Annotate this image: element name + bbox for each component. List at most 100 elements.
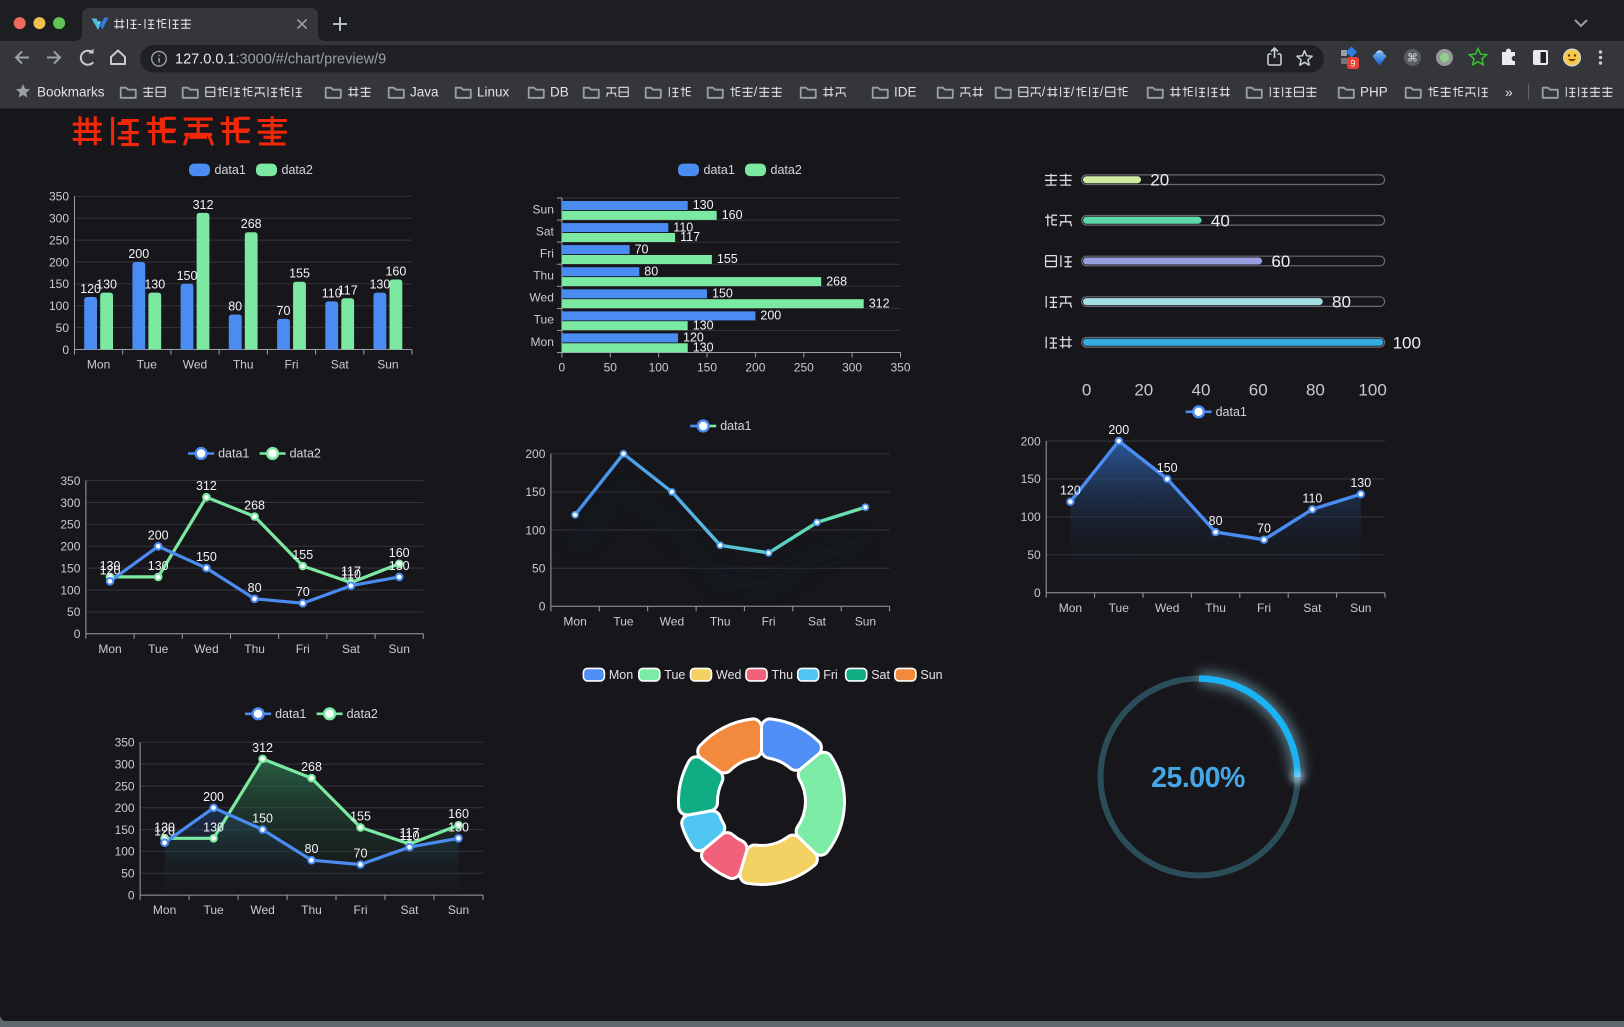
svg-text:120: 120: [80, 282, 101, 296]
svg-text:80: 80: [305, 842, 319, 856]
svg-text:data2: data2: [771, 163, 802, 177]
svg-text:100: 100: [1358, 380, 1386, 399]
svg-text:200: 200: [49, 255, 69, 269]
svg-text:70: 70: [354, 847, 368, 861]
svg-text:Wed: Wed: [660, 614, 684, 628]
svg-text:Sun: Sun: [855, 614, 876, 628]
svg-text:268: 268: [241, 217, 262, 231]
svg-text:data1: data1: [1216, 405, 1247, 419]
svg-text:PHP: PHP: [1360, 85, 1388, 100]
svg-text:0: 0: [74, 627, 81, 641]
svg-text:40: 40: [1211, 211, 1230, 230]
svg-text:50: 50: [1027, 548, 1041, 562]
svg-text:350: 350: [49, 190, 69, 204]
svg-text:100: 100: [49, 299, 69, 313]
svg-text:160: 160: [385, 265, 406, 279]
svg-text:350: 350: [890, 361, 910, 375]
svg-text:Mon: Mon: [87, 358, 110, 372]
svg-text:150: 150: [1021, 472, 1041, 486]
svg-text:100: 100: [649, 361, 669, 375]
svg-text:Mon: Mon: [609, 668, 633, 682]
svg-text:130: 130: [96, 278, 117, 292]
svg-text:Sun: Sun: [1350, 601, 1371, 615]
svg-text:70: 70: [1257, 522, 1271, 536]
svg-text:Mon: Mon: [531, 335, 554, 349]
svg-text:120: 120: [154, 825, 175, 839]
svg-text:250: 250: [794, 361, 814, 375]
svg-text:350: 350: [115, 736, 135, 750]
svg-text:Tue: Tue: [1109, 601, 1130, 615]
svg-text:Mon: Mon: [98, 642, 121, 656]
svg-text:Thu: Thu: [533, 269, 554, 283]
svg-text:130: 130: [100, 559, 121, 573]
svg-text:100: 100: [115, 845, 135, 859]
svg-text:IDE: IDE: [894, 85, 917, 100]
svg-text:250: 250: [49, 233, 69, 247]
svg-text:/: /: [1100, 85, 1104, 99]
svg-text:Wed: Wed: [183, 358, 207, 372]
svg-text:9: 9: [1350, 59, 1355, 69]
svg-text:200: 200: [203, 790, 224, 804]
svg-text:312: 312: [193, 198, 214, 212]
svg-text:155: 155: [350, 809, 371, 823]
svg-text:350: 350: [60, 474, 80, 488]
svg-text:150: 150: [177, 269, 198, 283]
svg-text:Thu: Thu: [301, 903, 322, 917]
svg-text:Sun: Sun: [448, 903, 469, 917]
svg-text:Fri: Fri: [823, 668, 838, 682]
svg-text:130: 130: [369, 278, 390, 292]
svg-text:155: 155: [289, 267, 310, 281]
svg-text:268: 268: [244, 499, 265, 513]
svg-text:110: 110: [1302, 491, 1322, 505]
svg-text:130: 130: [693, 198, 714, 212]
svg-text:60: 60: [1271, 252, 1290, 271]
svg-text:Thu: Thu: [1205, 601, 1226, 615]
svg-text:200: 200: [1108, 423, 1129, 437]
svg-text:60: 60: [1249, 380, 1268, 399]
svg-text:150: 150: [60, 561, 80, 575]
svg-text:300: 300: [49, 212, 69, 226]
svg-text:50: 50: [56, 321, 70, 335]
svg-text:Fri: Fri: [762, 614, 776, 628]
svg-text:Tue: Tue: [203, 903, 224, 917]
svg-text:312: 312: [252, 741, 273, 755]
svg-text:120: 120: [683, 331, 704, 345]
svg-text:Linux: Linux: [477, 85, 510, 100]
svg-text:50: 50: [121, 867, 135, 881]
svg-text:0: 0: [62, 343, 69, 357]
svg-text:25.00%: 25.00%: [1151, 762, 1245, 794]
svg-text:Fri: Fri: [540, 247, 554, 261]
svg-text:80: 80: [644, 264, 658, 278]
svg-text:/: /: [1071, 85, 1075, 99]
svg-text:150: 150: [712, 287, 733, 301]
svg-text:150: 150: [525, 485, 545, 499]
svg-text:Sat: Sat: [1303, 601, 1322, 615]
svg-text:data1: data1: [275, 707, 306, 721]
svg-text:130: 130: [154, 820, 175, 834]
svg-text:130: 130: [1350, 476, 1371, 490]
svg-text:Sun: Sun: [920, 668, 942, 682]
svg-text:150: 150: [115, 823, 135, 837]
svg-text:70: 70: [635, 242, 649, 256]
svg-text:/: /: [754, 85, 758, 99]
svg-text:0: 0: [1082, 380, 1091, 399]
svg-text:70: 70: [277, 304, 291, 318]
svg-text:300: 300: [115, 757, 135, 771]
svg-text:312: 312: [196, 479, 217, 493]
svg-text:Wed: Wed: [529, 291, 553, 305]
svg-text:300: 300: [842, 361, 862, 375]
svg-text:Sat: Sat: [342, 642, 361, 656]
svg-text:Sat: Sat: [808, 614, 827, 628]
svg-text:Fri: Fri: [296, 642, 310, 656]
svg-text:117: 117: [341, 565, 361, 579]
svg-text:200: 200: [1021, 434, 1041, 448]
svg-text:⌘: ⌘: [1407, 53, 1418, 65]
svg-text:155: 155: [292, 548, 313, 562]
svg-text:80: 80: [228, 300, 242, 314]
svg-text:250: 250: [115, 779, 135, 793]
svg-text:100: 100: [1393, 333, 1421, 352]
svg-text:-: -: [138, 17, 142, 31]
svg-text:Fri: Fri: [354, 903, 368, 917]
svg-text:50: 50: [67, 605, 81, 619]
svg-text:70: 70: [296, 585, 310, 599]
